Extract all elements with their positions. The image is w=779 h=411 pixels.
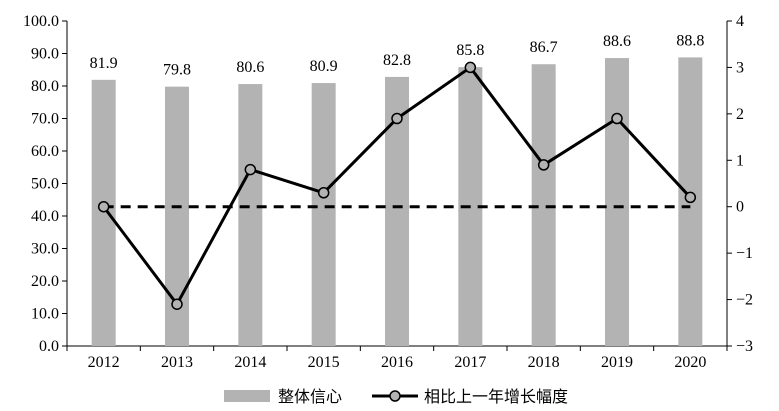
bar-series [91,57,703,347]
y-left-tick-label: 70.0 [31,111,59,128]
x-tick-label: 2018 [528,354,560,371]
bar-data-label: 79.8 [163,62,191,79]
legend: 整体信心 相比上一年增长幅度 [224,387,568,406]
bar [605,58,629,347]
line-point [611,112,623,125]
y-left-tick-label: 30.0 [31,241,59,258]
y-right-tick-label: 4 [736,13,744,30]
line-point [317,187,330,199]
bar [91,79,116,346]
y-left-tick-label: 20.0 [31,273,59,290]
legend-bar-label: 整体信心 [278,387,342,406]
bar-data-label: 88.8 [676,32,704,49]
legend-line-label: 相比上一年增长幅度 [424,387,568,406]
x-tick-label: 2012 [88,354,120,371]
y-right-tick-label: −2 [736,292,753,309]
legend-line-marker [389,390,401,402]
y-left-tick-label: 90.0 [31,46,59,63]
bar [238,84,263,347]
y-right-tick-label: 3 [736,59,744,76]
line-point [97,200,110,213]
x-tick-label: 2019 [601,354,633,371]
x-tick-label: 2017 [454,354,486,371]
y-right-tick-label: 2 [736,106,744,123]
bar-data-label: 80.6 [236,59,264,76]
y-right-tick-label: 1 [736,152,744,169]
x-tick-label: 2016 [381,354,413,371]
bar-data-label: 88.6 [603,33,631,50]
legend-bar-swatch [224,390,270,402]
line-point [391,112,403,125]
x-tick-label: 2020 [674,354,706,371]
bar-data-label: 80.9 [310,58,338,75]
line-point [464,61,477,74]
bar-data-label: 86.7 [530,39,558,56]
bar [311,83,336,346]
y-right-tick-label: −3 [736,338,753,355]
y-left-tick-label: 60.0 [31,143,59,160]
y-right-tick-label: −1 [736,245,753,262]
bar-data-label: 85.8 [456,42,484,59]
axes: 0.0 10.0 20.0 30.0 40.0 50.0 60.0 70.0 80.0 90.0 1… [23,13,753,371]
line-series [97,61,697,310]
y-left-tick-label: 50.0 [31,176,59,193]
line-point [171,298,183,310]
y-left-tick-label: 80.0 [31,78,59,95]
y-left-tick-label: 0.0 [39,338,59,355]
line-point [244,163,257,176]
y-left-tick-label: 40.0 [31,208,59,225]
bar-data-labels: 81.9 79.8 80.6 80.9 82.8 85.8 86.7 88.6 88.8 [90,32,705,78]
line-point [537,159,550,171]
x-tick-label: 2014 [234,354,266,371]
y-right-tick-label: 0 [736,199,744,216]
line-point [684,191,697,204]
x-tick-label: 2015 [308,354,340,371]
bar-data-label: 81.9 [90,55,118,72]
y-left-tick-label: 100.0 [23,13,59,30]
bar [531,64,556,346]
x-tick-label: 2013 [161,354,193,371]
bar-data-label: 82.8 [383,52,411,69]
y-left-tick-label: 10.0 [31,306,59,323]
